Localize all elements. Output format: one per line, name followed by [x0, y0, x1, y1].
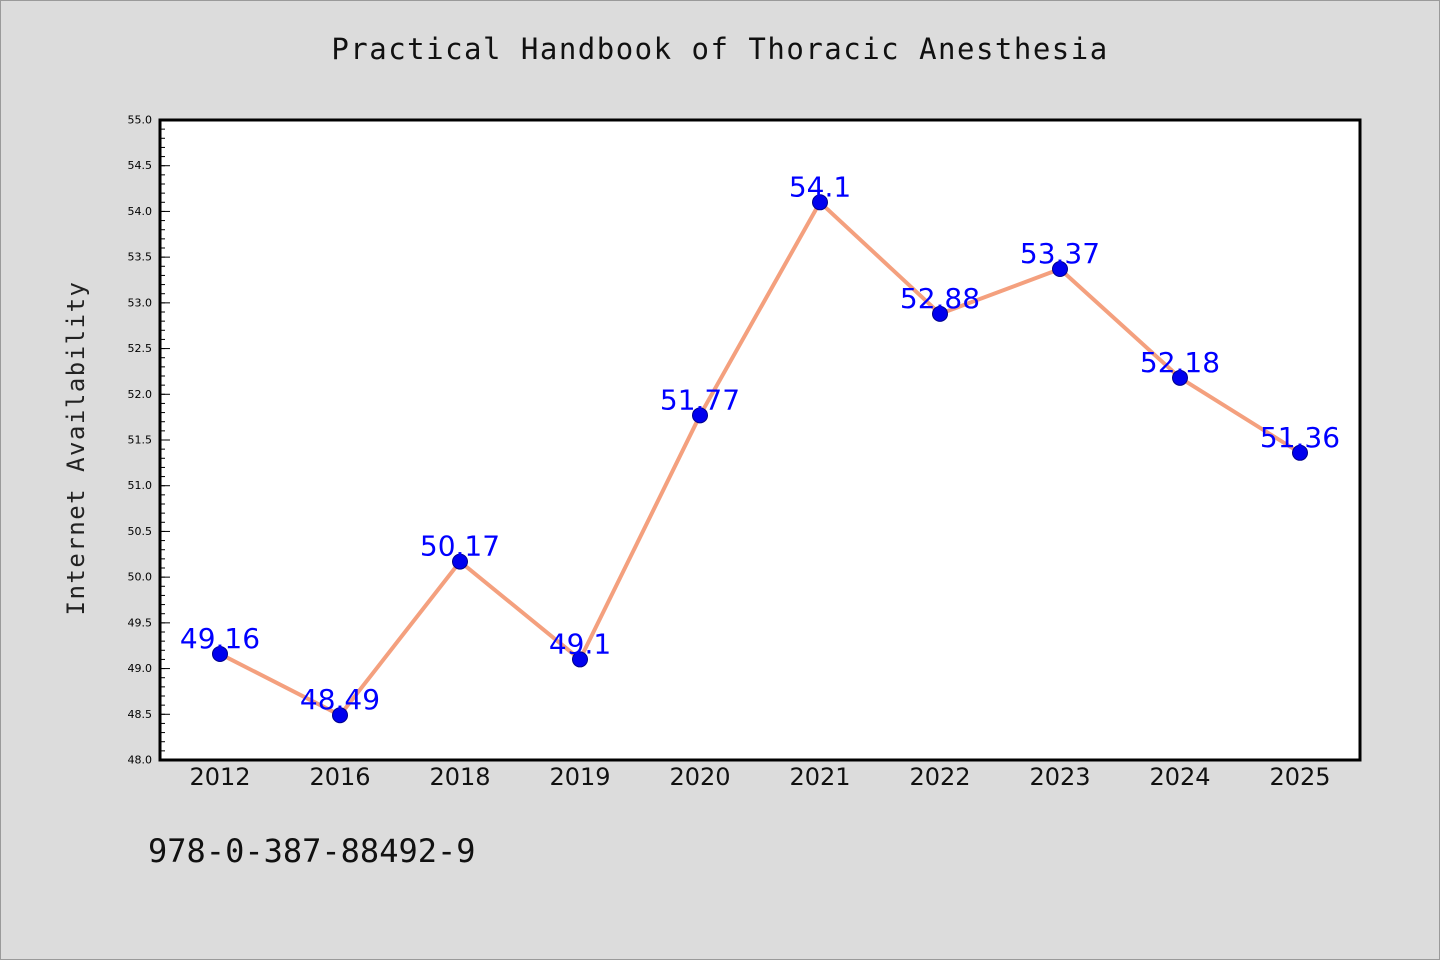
x-tick-label: 2018: [429, 763, 490, 791]
data-point: [452, 553, 468, 570]
y-tick-label: 53.0: [128, 296, 153, 309]
x-tick-label: 2016: [309, 763, 370, 791]
x-tick-label: 2023: [1029, 763, 1090, 791]
data-label: 52.88: [900, 282, 980, 315]
x-tick-label: 2021: [789, 763, 850, 791]
plot-area: [160, 120, 1360, 760]
y-tick-label: 49.0: [128, 662, 153, 675]
x-tick-label: 2024: [1149, 763, 1210, 791]
x-tick-label: 2025: [1269, 763, 1330, 791]
data-label: 49.1: [549, 627, 611, 660]
isbn-text: 978-0-387-88492-9: [148, 832, 476, 870]
data-point: [332, 707, 348, 724]
data-label: 51.36: [1260, 421, 1340, 454]
y-tick-label: 48.5: [128, 708, 153, 721]
data-point: [1052, 261, 1068, 278]
y-tick-label: 50.0: [128, 571, 153, 584]
data-point: [932, 305, 948, 322]
chart-title: Practical Handbook of Thoracic Anesthesi…: [331, 32, 1109, 66]
y-tick-label: 54.5: [128, 159, 153, 172]
plot-border: [158, 118, 1362, 762]
series-line: [218, 200, 1302, 718]
data-label: 50.17: [420, 530, 500, 563]
y-tick-label: 52.5: [128, 342, 153, 355]
data-label: 53.37: [1020, 237, 1100, 270]
data-point: [692, 407, 708, 424]
x-tick-label: 2020: [669, 763, 730, 791]
y-tick-label: 53.5: [128, 251, 153, 264]
y-tick-label: 51.5: [128, 434, 153, 447]
data-label: 49.16: [180, 622, 260, 655]
data-label: 54.1: [789, 170, 851, 203]
y-tick-label: 52.0: [128, 388, 153, 401]
data-point: [812, 194, 828, 211]
data-label: 48.49: [300, 683, 380, 716]
y-tick-label: 48.0: [128, 754, 153, 767]
y-tick-label: 50.5: [128, 525, 153, 538]
x-tick-label: 2019: [549, 763, 610, 791]
data-label: 52.18: [1140, 346, 1220, 379]
data-point: [1292, 444, 1308, 461]
data-point: [212, 645, 228, 662]
y-tick-label: 49.5: [128, 616, 153, 629]
data-point: [1172, 369, 1188, 386]
y-tick-label: 55.0: [128, 114, 153, 127]
x-tick-label: 2022: [909, 763, 970, 791]
data-point: [572, 651, 588, 668]
data-label: 51.77: [660, 383, 740, 416]
y-tick-label: 51.0: [128, 479, 153, 492]
x-tick-label: 2012: [189, 763, 250, 791]
y-tick-label: 54.0: [128, 205, 153, 218]
